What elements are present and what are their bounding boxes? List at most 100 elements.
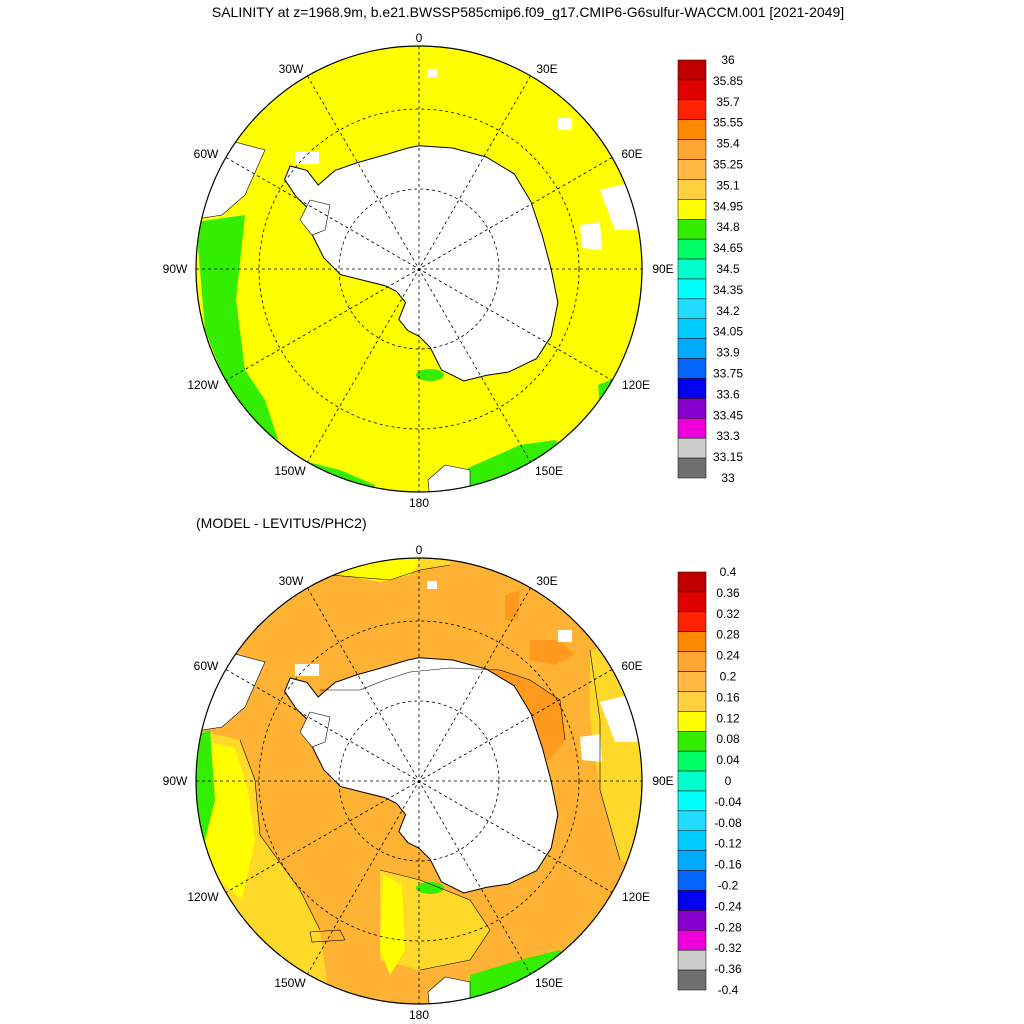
colorbar-swatch — [677, 631, 707, 652]
diff-lon-label-0: 0 — [416, 543, 423, 557]
colorbar-label: 35.25 — [713, 158, 743, 172]
colorbar-label: -0.2 — [718, 879, 739, 893]
diff-missing-data-weddell — [295, 664, 319, 676]
diff-bright-yellow-west — [200, 740, 255, 900]
colorbar-label: 33.3 — [716, 429, 740, 443]
colorbar-swatch — [677, 711, 707, 732]
colorbar-swatch — [677, 418, 707, 439]
lon-label-120w: 120W — [187, 378, 219, 392]
diff-lon-label-60e: 60E — [621, 659, 642, 673]
diff-lon-label-60w: 60W — [194, 659, 219, 673]
colorbar-swatch — [677, 79, 707, 101]
colorbar-label: 0.16 — [716, 690, 740, 704]
colorbar-swatch — [677, 810, 707, 832]
colorbar-swatch — [677, 318, 707, 339]
missing-data-northeast — [558, 118, 572, 130]
diff-map-border — [195, 557, 643, 1005]
antarctic-peninsula — [299, 199, 331, 236]
lon-label-60w: 60W — [194, 147, 219, 161]
colorbar-label: 35.7 — [716, 95, 740, 109]
colorbar-swatch — [677, 199, 707, 220]
lon-label-30e: 30E — [536, 62, 557, 76]
diff-missing-data-north — [427, 581, 437, 589]
diff-green-west — [196, 730, 215, 840]
diff-lon-label-90w: 90W — [163, 774, 188, 788]
colorbar-label: 34.2 — [716, 304, 740, 318]
green-region-shelf — [416, 369, 444, 381]
colorbar-label: 35.4 — [716, 137, 740, 151]
colorbar-label: 33.45 — [713, 408, 743, 422]
longitude-labels: 0 30E 60E 90E 120E 150E 180 150W 120W 90… — [163, 31, 674, 510]
diff-contours — [239, 559, 621, 971]
colorbar-label: -0.32 — [714, 941, 742, 955]
missing-data-north — [427, 69, 437, 77]
colorbar-swatch — [677, 730, 707, 752]
diff-lon-label-150e: 150E — [535, 976, 563, 990]
colorbar-label: 0.2 — [720, 670, 737, 684]
colorbar-label: 35.1 — [716, 178, 740, 192]
diff-lon-label-120e: 120E — [622, 890, 650, 904]
figure-title: SALINITY at z=1968.9m, b.e21.BWSSP585cmi… — [212, 4, 844, 20]
difference-title: (MODEL - LEVITUS/PHC2) — [196, 515, 367, 531]
colorbar-label: 33.6 — [716, 387, 740, 401]
diff-graticule — [196, 558, 642, 1004]
colorbar-label: 36 — [721, 53, 735, 67]
diff-lon-label-90e: 90E — [652, 774, 673, 788]
colorbar-label: -0.16 — [714, 858, 742, 872]
colorbar-label: 0.04 — [716, 753, 740, 767]
colorbar-label: -0.24 — [714, 899, 742, 913]
colorbar-swatch — [677, 651, 707, 672]
diff-lon-label-30e: 30E — [536, 574, 557, 588]
colorbar-label: -0.04 — [714, 795, 742, 809]
diff-lon-label-30w: 30W — [279, 574, 304, 588]
colorbar-label: 0.4 — [720, 565, 737, 579]
colorbar-swatch — [677, 691, 707, 712]
colorbar-swatch — [677, 218, 707, 240]
salinity-colorbar: 36 35.85 35.7 35.55 35.4 35.25 35.1 34.95 34.8 34… — [677, 53, 743, 485]
colorbar-swatch — [677, 159, 707, 180]
colorbar-swatch — [677, 437, 707, 459]
salinity-map: 0 30E 60E 90E 120E 150E 180 150W 120W 90… — [163, 31, 744, 510]
diff-bright-yellow-south — [380, 875, 405, 975]
colorbar-label: 33.9 — [716, 346, 740, 360]
diff-missing-data-east-small — [580, 734, 602, 762]
colorbar-swatch — [677, 358, 707, 379]
colorbar-swatch — [677, 850, 707, 871]
difference-map: 0 30E 60E 90E 120E 150E 180 150W 120W 90… — [163, 543, 742, 1022]
diff-lon-label-120w: 120W — [187, 890, 219, 904]
colorbar-swatch — [677, 930, 707, 951]
colorbar-swatch — [677, 278, 707, 300]
diff-lon-label-180: 180 — [409, 1008, 429, 1022]
colorbar-swatch — [677, 870, 707, 891]
colorbar-swatch — [677, 949, 707, 971]
colorbar-swatch — [677, 571, 707, 593]
colorbar-label: -0.12 — [714, 837, 742, 851]
colorbar-swatch — [677, 910, 707, 931]
green-region-west — [196, 215, 278, 440]
colorbar-label: 34.65 — [713, 241, 743, 255]
colorbar-label: -0.28 — [714, 920, 742, 934]
lon-label-150w: 150W — [274, 464, 306, 478]
colorbar-swatch — [677, 457, 707, 479]
colorbar-swatch — [677, 378, 707, 399]
colorbar-swatch — [677, 750, 707, 772]
colorbar-swatch — [677, 119, 707, 140]
colorbar-swatch — [677, 790, 707, 812]
colorbar-swatch — [677, 258, 707, 280]
colorbar-swatch — [677, 338, 707, 359]
colorbar-swatch — [677, 59, 707, 81]
colorbar-label: 33.15 — [713, 450, 743, 464]
colorbar-swatch — [677, 671, 707, 692]
colorbar-label: 0 — [725, 774, 732, 788]
colorbar-label: 0.36 — [716, 586, 740, 600]
difference-colorbar: 0.4 0.36 0.32 0.28 0.24 0.2 0.16 0.12 0.08 0.04 0 -… — [677, 565, 742, 997]
colorbar-label: 0.32 — [716, 607, 740, 621]
colorbar-label: 35.55 — [713, 116, 743, 130]
lon-label-0: 0 — [416, 31, 423, 45]
colorbar-label: 34.05 — [713, 325, 743, 339]
graticule — [196, 46, 642, 492]
diff-lon-label-150w: 150W — [274, 976, 306, 990]
colorbar-label: -0.4 — [718, 983, 739, 997]
missing-data-east-small — [580, 222, 602, 250]
diff-missing-data-northeast — [558, 630, 572, 642]
